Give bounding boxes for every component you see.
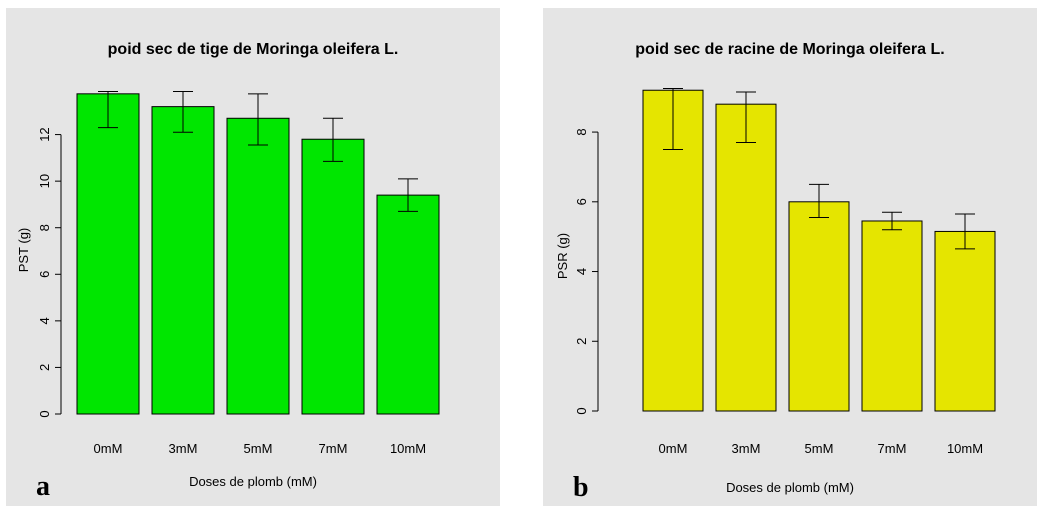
bar-0mM (76, 93, 140, 415)
y-tick-label: 2 (574, 338, 589, 345)
chart-b-xlabel: Doses de plomb (mM) (726, 480, 854, 495)
bar-10mM (376, 194, 440, 415)
chart-panel-b: poid sec de racine de Moringa oleifera L… (543, 8, 1037, 506)
chart-b-ylabel: PSR (g) (555, 233, 570, 279)
y-tick-label: 10 (37, 174, 52, 188)
chart-b-svg: poid sec de racine de Moringa oleifera L… (555, 41, 996, 503)
chart-a-xlabel: Doses de plomb (mM) (189, 474, 317, 489)
y-tick-label: 6 (37, 271, 52, 278)
x-tick-label-5mM: 5mM (244, 441, 273, 456)
y-tick-label: 4 (574, 268, 589, 275)
y-tick-label: 2 (37, 364, 52, 371)
bar-5mM (788, 201, 850, 412)
y-tick-label: 8 (574, 128, 589, 135)
bar-10mM (934, 230, 996, 412)
bar-7mM (301, 138, 365, 415)
x-tick-label-5mM: 5mM (805, 441, 834, 456)
x-tick-label-0mM: 0mM (659, 441, 688, 456)
bar-3mM (151, 106, 215, 415)
x-tick-label-3mM: 3mM (169, 441, 198, 456)
y-tick-label: 8 (37, 224, 52, 231)
chart-a-ylabel: PST (g) (16, 228, 31, 273)
y-tick-label: 0 (37, 410, 52, 417)
chart-a-svg: poid sec de tige de Moringa oleifera L. … (16, 41, 440, 502)
y-tick-label: 12 (37, 127, 52, 141)
y-tick-label: 4 (37, 317, 52, 324)
x-tick-label-10mM: 10mM (947, 441, 983, 456)
chart-panel-a: poid sec de tige de Moringa oleifera L. … (6, 8, 500, 506)
x-tick-label-3mM: 3mM (732, 441, 761, 456)
y-tick-label: 0 (574, 407, 589, 414)
x-tick-label-10mM: 10mM (390, 441, 426, 456)
x-tick-label-7mM: 7mM (878, 441, 907, 456)
bar-5mM (226, 117, 290, 415)
chart-b-title: poid sec de racine de Moringa oleifera L… (635, 41, 944, 58)
chart-a-panel-letter: a (36, 471, 50, 502)
x-tick-label-7mM: 7mM (319, 441, 348, 456)
x-tick-label-0mM: 0mM (94, 441, 123, 456)
chart-a-title: poid sec de tige de Moringa oleifera L. (108, 41, 399, 58)
bar-7mM (861, 220, 923, 412)
bar-3mM (715, 103, 777, 412)
chart-b-panel-letter: b (573, 472, 589, 503)
chart-a-plot-area: 0 2 4 6 8 10 12 0mM 3mM 5mM 7mM 10mM (37, 90, 440, 456)
y-tick-label: 6 (574, 198, 589, 205)
chart-b-plot-area: 0 2 4 6 8 0mM 3mM 5mM 7mM 10mM (574, 87, 996, 456)
